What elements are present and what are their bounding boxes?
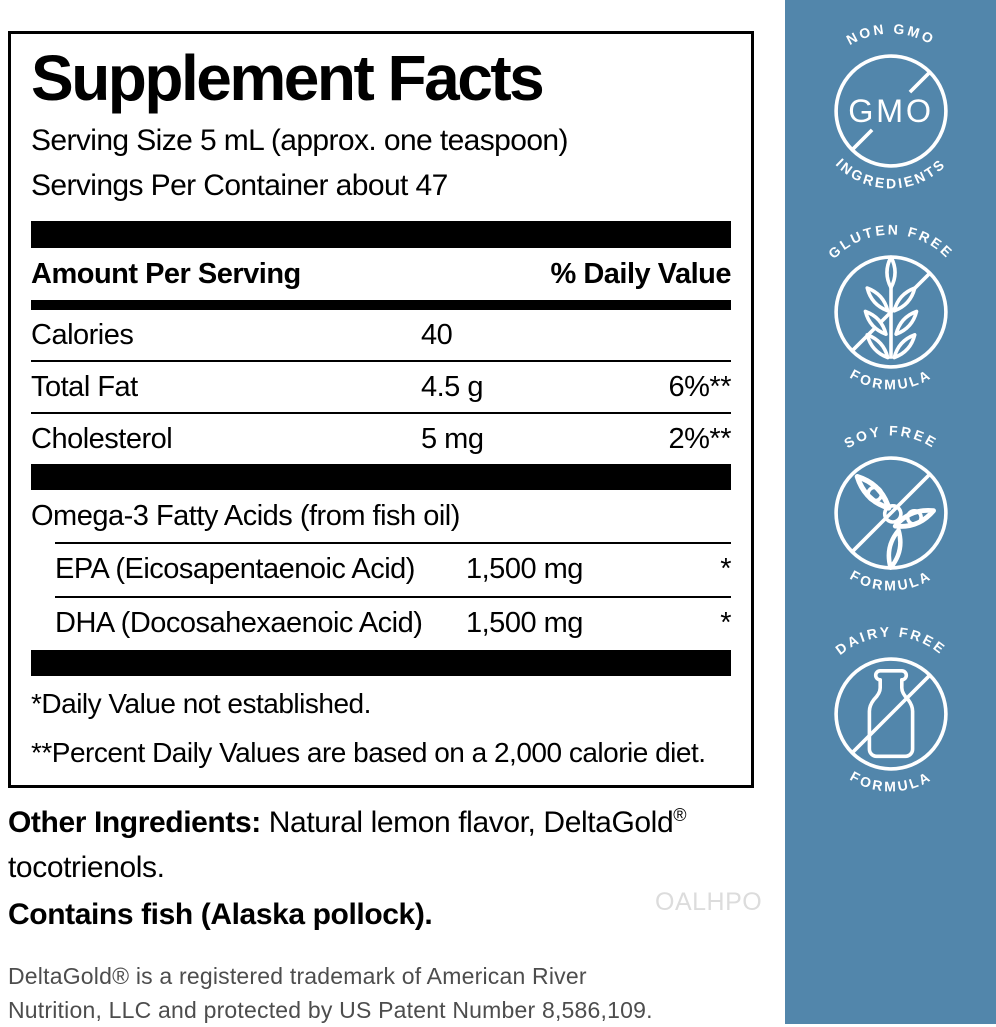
badge-bottom-text: FORMULA (847, 366, 931, 393)
svg-text:INGREDIENTS: INGREDIENTS (832, 155, 948, 192)
certification-sidebar: GMO NON GMO INGREDIENTS GLUTEN FREE FORM… (785, 0, 996, 1024)
divider-bar-header (31, 300, 731, 311)
row-amount: 1,500 mg (466, 553, 583, 586)
badge-bottom-text: FORMULA (847, 567, 931, 594)
other-ingredients-paragraph: Other Ingredients: Natural lemon flavor,… (8, 800, 768, 890)
divider-bar-bottom (31, 650, 731, 677)
row-daily-value: * (720, 553, 731, 586)
soybean-crossed-icon: SOY FREE FORMULA (833, 423, 948, 594)
milk-bottle-crossed-icon: DAIRY FREE FORMULA (832, 624, 949, 795)
row-amount: 1,500 mg (466, 607, 583, 640)
badge-top-text: NON GMO (843, 21, 935, 48)
other-ingredients-label: Other Ingredients: (8, 806, 261, 840)
divider-bar-top (31, 221, 731, 249)
divider-bar-omega-top (31, 464, 731, 491)
soy-free-badge: SOY FREE FORMULA (801, 423, 981, 603)
supplement-label-column: Supplement Facts Serving Size 5 mL (appr… (8, 0, 778, 1027)
below-box-text: Other Ingredients: Natural lemon flavor,… (8, 800, 768, 1027)
badge-bottom-text: FORMULA (847, 768, 931, 795)
row-daily-value: 6%** (668, 371, 732, 404)
svg-text:DAIRY FREE: DAIRY FREE (832, 624, 949, 658)
row-name: EPA (Eicosapentaenoic Acid) (55, 553, 415, 586)
lot-code: OALHPO (655, 888, 763, 916)
gluten-free-badge: GLUTEN FREE FORMULA (801, 222, 981, 402)
table-row-dha: DHA (Docosahexaenoic Acid) 1,500 mg * (55, 596, 732, 650)
table-group-row-omega3: Omega-3 Fatty Acids (from fish oil) (31, 500, 460, 533)
supplement-facts-box: Supplement Facts Serving Size 5 mL (appr… (8, 31, 754, 789)
badge-bottom-text: INGREDIENTS (832, 155, 946, 192)
amount-per-serving-header: Amount Per Serving (31, 258, 301, 291)
badge-top-text: DAIRY FREE (832, 624, 947, 658)
row-name: Total Fat (31, 371, 138, 404)
table-header-row: Amount Per Serving % Daily Value (31, 248, 731, 300)
sub-rows-wrap: EPA (Eicosapentaenoic Acid) 1,500 mg * D… (55, 542, 732, 650)
row-amount: 4.5 g (421, 371, 484, 404)
other-ingredients-text2: tocotrienols. (8, 851, 165, 885)
table-row-cholesterol: Cholesterol 5 mg 2%** (31, 414, 732, 464)
serving-size-line: Serving Size 5 mL (approx. one teaspoon) (31, 124, 568, 158)
contains-statement: Contains fish (Alaska pollock). (8, 898, 433, 932)
gmo-crossed-icon: GMO NON GMO INGREDIENTS (832, 21, 948, 192)
row-daily-value: 2%** (668, 423, 732, 456)
servings-per-container-line: Servings Per Container about 47 (31, 168, 448, 202)
row-name: DHA (Docosahexaenoic Acid) (55, 607, 423, 640)
svg-text:NON GMO: NON GMO (843, 21, 938, 48)
svg-text:FORMULA: FORMULA (847, 567, 934, 594)
table-row-epa: EPA (Eicosapentaenoic Acid) 1,500 mg * (55, 542, 732, 596)
svg-text:FORMULA: FORMULA (847, 768, 934, 795)
dairy-free-badge: DAIRY FREE FORMULA (801, 624, 981, 804)
footnote-percent-dv: **Percent Daily Values are based on a 2,… (31, 736, 706, 768)
table-row-total-fat: Total Fat 4.5 g 6%** (31, 362, 732, 415)
other-ingredients-text: Natural lemon flavor, DeltaGold (260, 806, 674, 840)
table-row-calories: Calories 40 (31, 310, 731, 363)
facts-title: Supplement Facts (31, 42, 545, 114)
row-daily-value: * (720, 607, 731, 640)
registered-mark: ® (673, 805, 687, 826)
gmo-center-text: GMO (848, 93, 933, 129)
row-name: Cholesterol (31, 423, 173, 456)
svg-text:FORMULA: FORMULA (847, 366, 934, 393)
svg-text:SOY FREE: SOY FREE (841, 423, 941, 451)
row-name: Calories (31, 319, 134, 352)
badge-top-text: SOY FREE (841, 423, 938, 451)
daily-value-header: % Daily Value (550, 258, 732, 291)
row-amount: 40 (421, 319, 453, 352)
trademark-notice: DeltaGold® is a registered trademark of … (8, 963, 653, 1023)
footnote-daily-value: *Daily Value not established. (31, 688, 371, 720)
wheat-crossed-icon: GLUTEN FREE FORMULA (824, 222, 953, 393)
non-gmo-badge: GMO NON GMO INGREDIENTS (801, 21, 981, 201)
row-amount: 5 mg (421, 423, 484, 456)
